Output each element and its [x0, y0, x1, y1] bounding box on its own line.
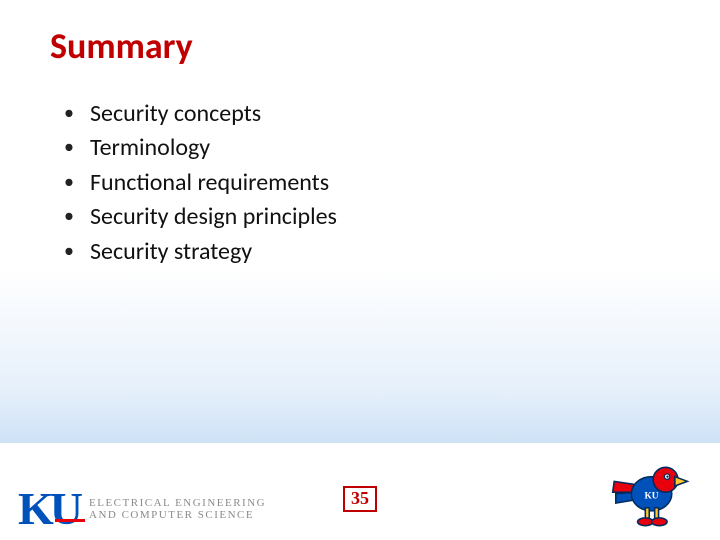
- page-number: 35: [343, 486, 377, 512]
- dept-line-2: AND COMPUTER SCIENCE: [89, 510, 266, 522]
- bullet-text: Security strategy: [90, 236, 252, 268]
- bullet-icon: •: [64, 172, 90, 192]
- slide-footer: K U ELECTRICAL ENGINEERING AND COMPUTER …: [0, 444, 720, 540]
- bullet-icon: •: [64, 137, 90, 157]
- bullet-icon: •: [64, 103, 90, 123]
- bullet-text: Functional requirements: [90, 167, 329, 199]
- list-item: • Terminology: [64, 132, 660, 164]
- bullet-list: • Security concepts • Terminology • Func…: [64, 96, 660, 270]
- ku-eecs-logo: K U ELECTRICAL ENGINEERING AND COMPUTER …: [18, 491, 266, 528]
- bullet-icon: •: [64, 206, 90, 226]
- ku-wordmark: K U: [18, 491, 79, 528]
- list-item: • Security design principles: [64, 201, 660, 233]
- bullet-icon: •: [64, 241, 90, 261]
- jayhawk-icon: KU: [610, 458, 690, 528]
- ku-letter-u: U: [50, 491, 79, 528]
- slide: Summary • Security concepts • Terminolog…: [0, 0, 720, 540]
- bullet-text: Security concepts: [90, 98, 261, 130]
- dept-line-1: ELECTRICAL ENGINEERING: [89, 498, 266, 510]
- department-label: ELECTRICAL ENGINEERING AND COMPUTER SCIE…: [89, 498, 266, 521]
- bullet-text: Security design principles: [90, 201, 337, 233]
- slide-title: Summary: [50, 24, 193, 68]
- bullet-text: Terminology: [90, 132, 210, 164]
- list-item: • Security concepts: [64, 98, 660, 130]
- ku-letter-k: K: [18, 491, 50, 528]
- list-item: • Functional requirements: [64, 167, 660, 199]
- svg-text:KU: KU: [645, 491, 659, 501]
- list-item: • Security strategy: [64, 236, 660, 268]
